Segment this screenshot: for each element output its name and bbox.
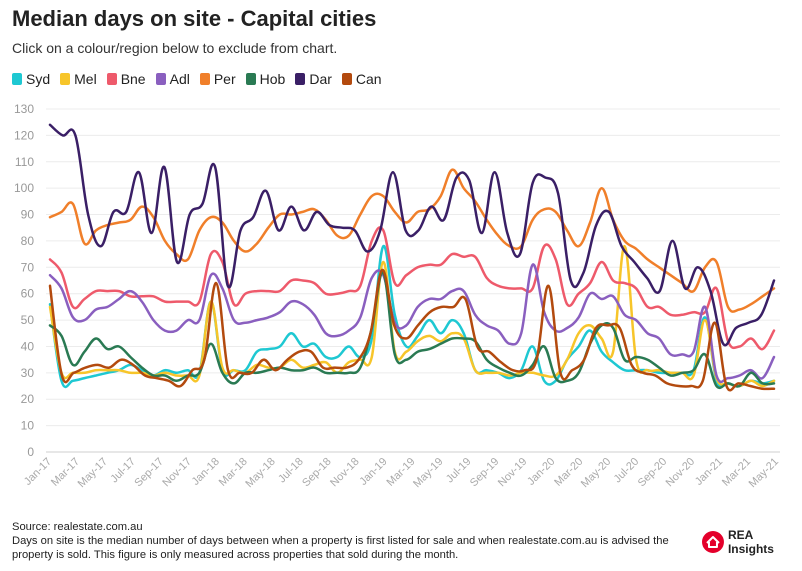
chart-footer: Source: realestate.com.au Days on site i… xyxy=(12,520,702,562)
series-per xyxy=(48,168,776,313)
legend-label: Can xyxy=(355,71,382,87)
legend-item-mel[interactable]: Mel xyxy=(60,71,97,87)
legend-swatch xyxy=(245,73,256,85)
legend-label: Mel xyxy=(74,71,97,87)
series-line-can xyxy=(48,268,776,392)
y-tick-label: 50 xyxy=(21,313,35,327)
rea-house-icon xyxy=(702,531,724,553)
legend-label: Dar xyxy=(309,71,332,87)
x-tick-label: May-21 xyxy=(747,456,781,490)
legend-swatch xyxy=(155,73,166,85)
legend-swatch xyxy=(199,73,210,85)
y-tick-label: 100 xyxy=(14,181,34,195)
definition-note: Days on site is the median number of day… xyxy=(12,535,669,561)
x-tick-label: Nov-18 xyxy=(328,456,362,490)
series-lines xyxy=(48,123,776,392)
legend: Syd Mel Bne Adl Per Hob Dar Can xyxy=(12,71,382,87)
series-can xyxy=(48,268,776,392)
y-tick-label: 10 xyxy=(21,419,35,433)
source-note: Source: realestate.com.au xyxy=(12,521,143,533)
y-tick-label: 60 xyxy=(21,287,35,301)
y-tick-label: 20 xyxy=(21,392,35,406)
x-tick-label: Sep-18 xyxy=(300,456,334,490)
y-tick-label: 90 xyxy=(21,208,35,222)
series-line-hob xyxy=(48,271,776,390)
x-tick-label: Nov-17 xyxy=(160,456,194,490)
chart-grid xyxy=(46,108,780,453)
legend-item-syd[interactable]: Syd xyxy=(12,71,50,87)
legend-swatch xyxy=(106,73,117,85)
legend-swatch xyxy=(295,73,306,85)
legend-item-bne[interactable]: Bne xyxy=(106,71,146,87)
x-tick-label: Jan-20 xyxy=(525,456,557,488)
y-axis: 0 10 20 30 40 50 60 70 80 90 100 110 120 130 xyxy=(14,102,34,459)
legend-label: Per xyxy=(213,71,236,87)
y-tick-label: 110 xyxy=(15,155,34,169)
series-line-adl xyxy=(48,263,776,384)
chart-title: Median days on site - Capital cities xyxy=(12,6,377,31)
legend-swatch xyxy=(60,73,71,85)
y-tick-label: 30 xyxy=(21,366,35,380)
series-line-bne xyxy=(48,226,776,351)
series-line-dar xyxy=(48,123,776,347)
x-tick-label: May-20 xyxy=(579,456,613,490)
series-hob xyxy=(48,271,776,390)
x-tick-label: Jan-19 xyxy=(357,456,389,488)
x-tick-label: Nov-20 xyxy=(664,456,698,490)
y-tick-label: 70 xyxy=(21,260,35,274)
series-line-mel xyxy=(48,244,776,388)
legend-label: Hob xyxy=(259,71,286,87)
x-tick-label: Jan-18 xyxy=(190,456,222,488)
series-bne xyxy=(48,226,776,351)
series-mel xyxy=(48,244,776,388)
x-tick-label: May-19 xyxy=(411,456,445,490)
series-dar xyxy=(48,123,776,347)
legend-label: Adl xyxy=(169,71,190,87)
series-line-per xyxy=(48,168,776,313)
x-tick-label: Sep-17 xyxy=(132,456,166,490)
rea-insights-logo: REA Insights xyxy=(702,528,802,556)
y-tick-label: 120 xyxy=(14,128,34,142)
x-tick-label: May-18 xyxy=(243,456,277,490)
y-tick-label: 0 xyxy=(27,445,34,459)
logo-text: REA Insights xyxy=(727,528,774,556)
legend-item-per[interactable]: Per xyxy=(199,71,236,87)
legend-swatch xyxy=(12,73,22,85)
x-tick-label: Jan-17 xyxy=(22,456,54,488)
legend-item-adl[interactable]: Adl xyxy=(155,71,190,87)
x-tick-label: Sep-20 xyxy=(636,456,670,490)
y-tick-label: 40 xyxy=(21,339,35,353)
chart-subtitle: Click on a colour/region below to exclud… xyxy=(12,40,338,56)
x-tick-label: Jan-21 xyxy=(693,456,725,488)
series-adl xyxy=(48,263,776,384)
x-tick-label: Sep-19 xyxy=(468,456,502,490)
legend-item-can[interactable]: Can xyxy=(341,71,382,87)
legend-item-hob[interactable]: Hob xyxy=(245,71,286,87)
x-tick-label: Nov-19 xyxy=(496,456,530,490)
x-axis: Jan-17Mar-17May-17Jul-17Sep-17Nov-17Jan-… xyxy=(22,456,781,490)
legend-label: Syd xyxy=(26,71,51,87)
legend-swatch xyxy=(341,73,352,85)
legend-item-dar[interactable]: Dar xyxy=(295,71,332,87)
y-tick-label: 80 xyxy=(21,234,35,248)
legend-label: Bne xyxy=(120,71,146,87)
x-tick-label: May-17 xyxy=(76,456,110,490)
y-tick-label: 130 xyxy=(14,102,34,116)
